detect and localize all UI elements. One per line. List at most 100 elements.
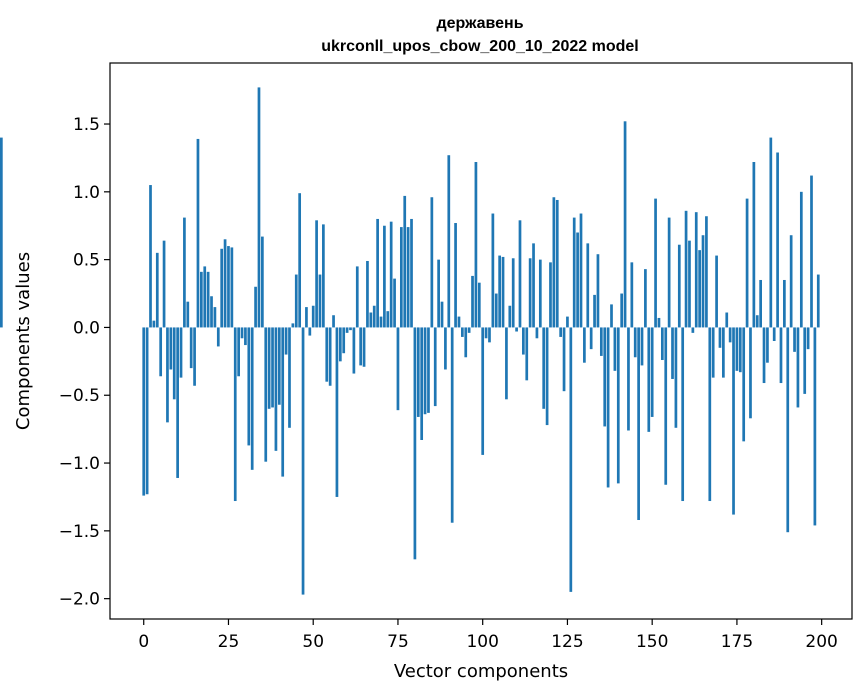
bar [294, 274, 298, 328]
bar [206, 271, 210, 328]
bar [799, 191, 803, 328]
bar [623, 121, 627, 328]
bar [616, 327, 620, 484]
bar [518, 220, 522, 328]
bar [715, 255, 718, 328]
bar [562, 327, 566, 392]
bar [749, 327, 752, 419]
bar [684, 210, 688, 328]
y-axis-ticks: 1.5 1.0 0.5 0.0 −0.5 −1.0 −1.5 −2.0 [59, 115, 110, 610]
bar [701, 235, 705, 328]
bar [220, 248, 224, 328]
bar [328, 327, 332, 386]
bar [528, 258, 532, 328]
bar [484, 327, 488, 339]
bar [657, 317, 661, 328]
bar [166, 327, 169, 423]
bar [342, 327, 346, 354]
x-tick-label: 150 [636, 632, 668, 652]
bar [769, 137, 773, 328]
bar [227, 246, 230, 328]
bar [298, 193, 302, 328]
bar [240, 327, 244, 339]
bar [660, 327, 664, 360]
bar [393, 278, 396, 328]
bar [142, 327, 146, 496]
bar [694, 212, 698, 328]
bar [149, 185, 152, 328]
bar [447, 155, 451, 328]
x-tick-label: 50 [302, 632, 324, 652]
bar [311, 305, 315, 328]
bar [413, 327, 417, 560]
bar [461, 327, 464, 337]
bar [711, 327, 715, 378]
bar [423, 327, 427, 415]
bar [308, 327, 312, 336]
bar [572, 217, 576, 328]
bar [627, 327, 630, 431]
chart-title-line1: державень [436, 15, 523, 32]
bar [745, 198, 749, 328]
bar [189, 327, 193, 369]
bar [345, 327, 349, 333]
bar [725, 312, 729, 328]
bar [559, 327, 563, 337]
bar [406, 227, 410, 328]
bar [555, 199, 559, 328]
bar [793, 327, 796, 352]
bar [633, 327, 637, 358]
bar [735, 327, 739, 371]
bar [515, 327, 518, 332]
bar [698, 250, 701, 328]
bar [315, 220, 318, 328]
y-axis-label: Components values [13, 252, 34, 430]
bar [494, 293, 498, 328]
bar [732, 327, 735, 515]
bar [816, 274, 820, 328]
bar [172, 327, 176, 400]
bar [789, 235, 793, 328]
bar [155, 252, 159, 328]
bar [742, 327, 746, 442]
bar [681, 327, 685, 502]
bar [569, 327, 573, 592]
bar [325, 327, 329, 382]
bar [237, 327, 240, 377]
bar [223, 239, 227, 328]
bar [230, 247, 234, 328]
bar [420, 327, 424, 440]
bar [508, 305, 512, 328]
bar [318, 274, 322, 328]
bar [722, 327, 725, 378]
bar [376, 218, 379, 328]
bar [644, 269, 647, 328]
bar [593, 294, 596, 328]
bar [213, 307, 217, 328]
bar [383, 225, 386, 328]
bar [284, 327, 288, 355]
bar [301, 327, 305, 595]
bar [640, 327, 644, 366]
y-tick-label: 1.0 [73, 183, 100, 203]
bar [705, 216, 708, 328]
bar [440, 301, 444, 328]
bar [244, 327, 247, 346]
bar [399, 227, 403, 328]
bar [806, 327, 810, 350]
bar [0, 137, 3, 328]
y-tick-label: −0.5 [59, 386, 100, 406]
bar [664, 327, 668, 485]
bar [433, 327, 437, 407]
bar [210, 296, 213, 328]
bar [200, 271, 203, 328]
bar [728, 327, 732, 343]
bar [261, 236, 264, 328]
bar [674, 327, 678, 428]
bar [396, 327, 400, 411]
bar [457, 316, 461, 328]
bar [471, 275, 474, 328]
bar [233, 327, 237, 502]
bar [369, 312, 373, 328]
bar [291, 323, 295, 328]
